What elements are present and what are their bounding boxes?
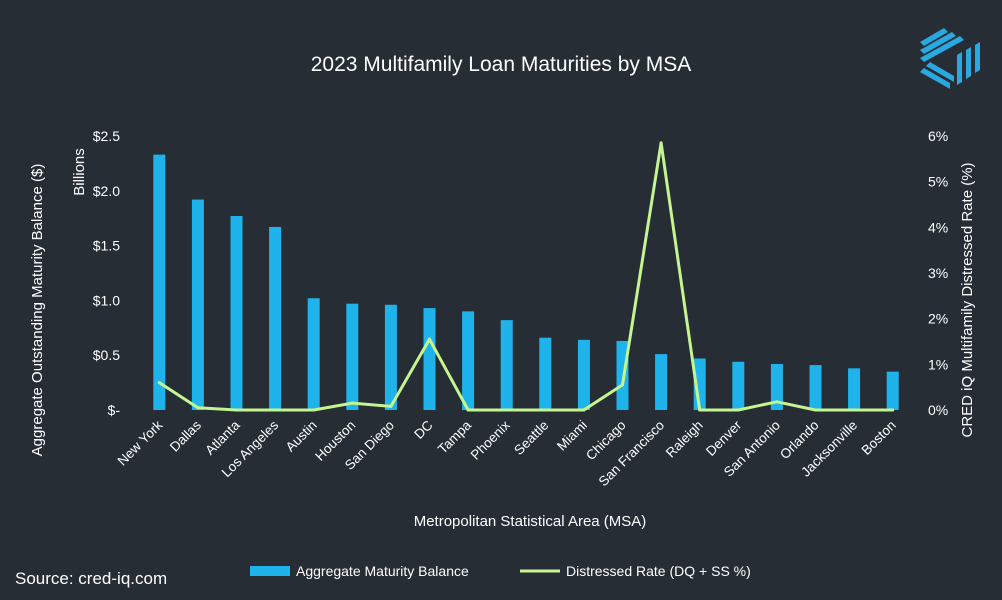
x-tick-label: Raleigh [663, 418, 706, 461]
y2-tick-label: 1% [928, 356, 948, 372]
bar [269, 226, 282, 410]
y2-tick-label: 4% [928, 219, 948, 235]
bar [423, 308, 436, 410]
bar-series [153, 154, 899, 410]
y-tick-label: $1.5 [93, 238, 120, 254]
bar [307, 298, 320, 410]
y2-axis-label: CRED iQ Multifamily Distressed Rate (%) [959, 162, 976, 437]
line-point [273, 408, 277, 412]
y-tick-label: $2.0 [93, 183, 120, 199]
line-point [891, 408, 895, 412]
bar [346, 303, 359, 410]
x-axis-label: Metropolitan Statistical Area (MSA) [414, 513, 647, 530]
line-point [235, 408, 238, 412]
y2-tick-label: 6% [928, 128, 948, 144]
bar [500, 320, 513, 410]
bar [462, 311, 475, 410]
legend-line-label: Distressed Rate (DQ + SS %) [566, 563, 751, 579]
line-point [157, 381, 161, 385]
line-series [157, 141, 895, 412]
bar [848, 368, 861, 410]
line-point [505, 408, 509, 412]
line-point [698, 408, 702, 412]
bar [809, 365, 822, 410]
line-point [582, 408, 586, 412]
x-tick-label: New York [114, 417, 165, 468]
line-point [466, 408, 470, 412]
y-tick-label: $2.5 [93, 128, 120, 144]
source-text: Source: cred-iq.com [15, 569, 167, 588]
y2-tick-label: 3% [928, 265, 948, 281]
line-point [621, 383, 624, 387]
y2-tick-label: 2% [928, 311, 948, 327]
y-tick-label: $- [108, 402, 121, 418]
y-axis-label: Aggregate Outstanding Maturity Balance (… [29, 164, 46, 457]
line-point [775, 400, 779, 404]
x-tick-label: Seattle [511, 418, 551, 458]
bar [539, 337, 552, 410]
legend: Aggregate Maturity Balance Distressed Ra… [250, 563, 751, 579]
bar [384, 304, 397, 410]
line-point [736, 408, 740, 412]
line-point [814, 408, 817, 412]
bar [577, 339, 590, 410]
line-point [428, 337, 431, 341]
bar [886, 371, 899, 410]
bar [770, 363, 783, 410]
x-tick-label: Dallas [167, 417, 204, 454]
chart-title: 2023 Multifamily Loan Maturities by MSA [311, 53, 692, 76]
line-point [312, 408, 316, 412]
y2-tick-label: 0% [928, 402, 948, 418]
bar [230, 216, 243, 410]
y-tick-label: $0.5 [93, 347, 120, 363]
line-point [196, 406, 200, 410]
x-tick-label: Austin [283, 418, 320, 455]
legend-bar-swatch [250, 566, 290, 576]
y-axis-unit-label: Billions [71, 148, 88, 196]
bar [153, 154, 166, 410]
x-tick-label: Miami [554, 418, 590, 454]
bar [191, 199, 204, 410]
line-point [852, 408, 856, 412]
y-axis-ticks: $- $0.5 $1.0 $1.5 $2.0 $2.5 [93, 128, 121, 418]
x-tick-label: DC [411, 417, 436, 442]
y-tick-label: $1.0 [93, 292, 120, 308]
bar [655, 354, 668, 410]
legend-bar-label: Aggregate Maturity Balance [296, 563, 469, 579]
line-point [543, 408, 547, 412]
y2-tick-label: 5% [928, 174, 948, 190]
cred-iq-logo-icon [920, 28, 980, 89]
line-point [659, 141, 663, 145]
line-point [350, 401, 354, 405]
bar [732, 361, 745, 410]
distressed-rate-line [157, 141, 895, 412]
y2-axis-ticks: 0% 1% 2% 3% 4% 5% 6% [928, 128, 948, 418]
x-tick-label: Boston [858, 418, 898, 458]
x-tick-label: Phoenix [468, 417, 513, 462]
line-point [389, 404, 393, 408]
